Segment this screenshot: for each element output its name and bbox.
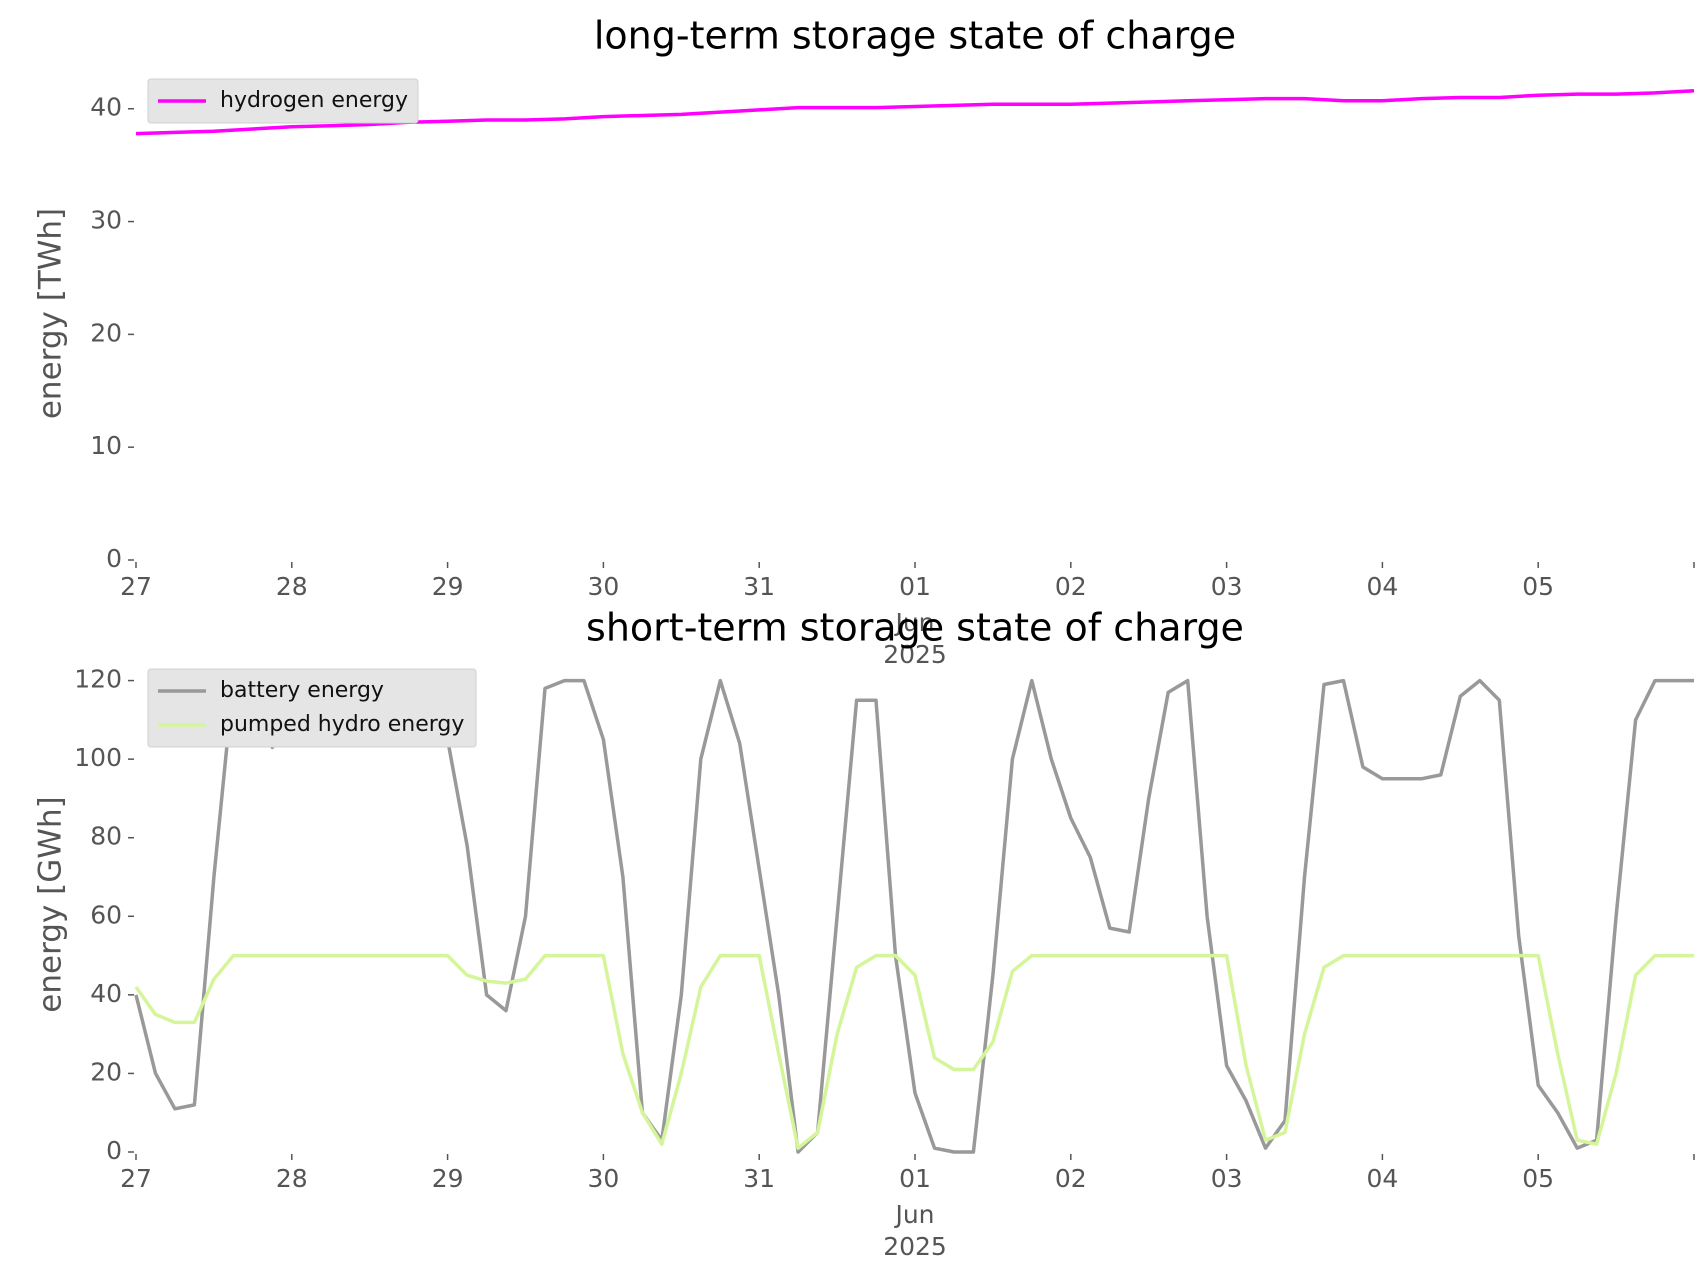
legend-label: hydrogen energy [220,88,408,113]
y-tick-label: 60 [90,900,122,929]
x-tick-label: 04 [1366,1164,1398,1193]
x-tick-label: 30 [587,572,619,601]
x-tick-label: 02 [1055,572,1087,601]
y-axis-label: energy [TWh] [33,208,69,419]
x-tick-label: 03 [1211,1164,1243,1193]
x-tick-label: 28 [276,572,308,601]
y-axis-label: energy [GWh] [33,796,69,1012]
x-tick-label: 29 [432,1164,464,1193]
y-tick-label: 120 [74,665,122,694]
x-tick-label: 02 [1055,1164,1087,1193]
chart-title: short-term storage state of charge [586,606,1244,650]
y-tick-label: 20 [90,318,122,347]
x-tick-label: 31 [743,1164,775,1193]
y-tick-label: 10 [90,431,122,460]
x-tick-label: 01 [899,572,931,601]
chart-title: long-term storage state of charge [594,14,1236,58]
y-tick-label: 40 [90,979,122,1008]
y-tick-label: 20 [90,1057,122,1086]
x-tick-label: 28 [276,1164,308,1193]
x-tick-sublabel: Jun [893,1200,934,1229]
legend-label: battery energy [220,678,384,703]
legend-box [147,78,419,124]
x-tick-label: 01 [899,1164,931,1193]
x-tick-label: 29 [432,572,464,601]
x-tick-label: 27 [120,572,152,601]
legend-box [147,668,477,748]
y-tick-label: 100 [74,743,122,772]
x-tick-label: 05 [1522,572,1554,601]
series-line [134,953,1694,1150]
x-tick-label: 04 [1366,572,1398,601]
x-tick-sublabel: Jun [893,608,934,637]
x-tick-sublabel: 2025 [883,1232,947,1261]
x-tick-label: 03 [1211,572,1243,601]
x-tick-label: 30 [587,1164,619,1193]
x-tick-label: 31 [743,572,775,601]
x-tick-label: 05 [1522,1164,1554,1193]
series-line [134,678,1694,1154]
y-tick-label: 40 [90,93,122,122]
y-tick-label: 0 [106,544,122,573]
x-tick-sublabel: 2025 [883,640,947,669]
x-tick-label: 27 [120,1164,152,1193]
y-tick-label: 30 [90,206,122,235]
legend-label: pumped hydro energy [220,712,464,737]
y-tick-label: 80 [90,822,122,851]
y-tick-label: 0 [106,1136,122,1165]
